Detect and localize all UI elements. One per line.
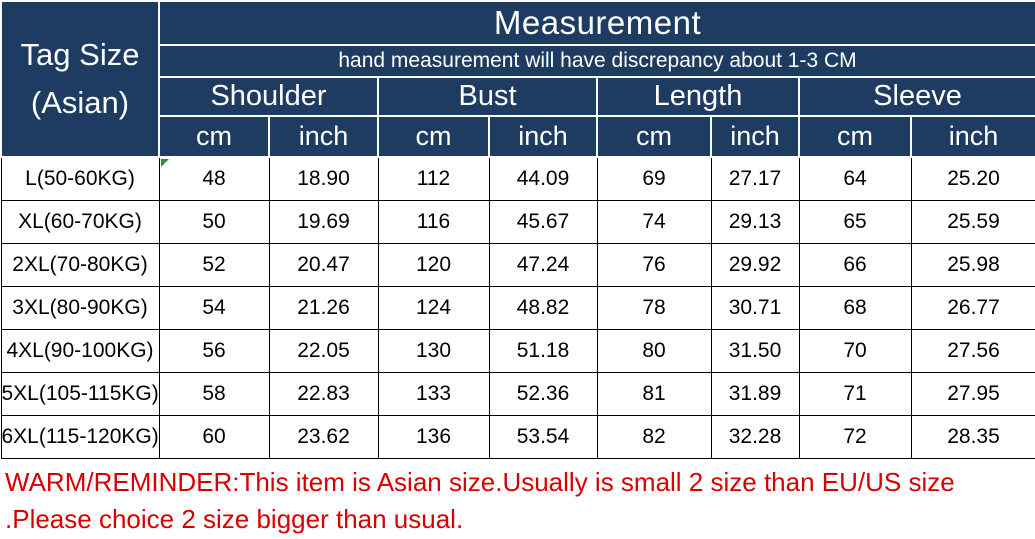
measurement-cell: 76 <box>596 243 712 287</box>
measurement-cell: 21.26 <box>268 286 379 330</box>
table-row: 2XL(70-80KG) 52 20.47 120 47.24 76 29.92 66 25.9… <box>0 243 1035 287</box>
size-warning-note: WARM/REMINDER:This item is Asian size.Us… <box>0 459 1035 538</box>
measurement-title: Measurement <box>157 0 1035 46</box>
tag-size-line1: Tag Size <box>20 37 140 72</box>
measurement-cell: 58 <box>158 372 270 416</box>
measurement-cell: 130 <box>377 329 490 373</box>
measurement-cell: 48.82 <box>488 286 598 330</box>
unit-header: cm <box>596 115 712 158</box>
excel-corner-marker-icon <box>160 159 169 167</box>
measurement-cell: 48 <box>158 156 270 201</box>
size-label: 2XL(70-80KG) <box>0 243 160 287</box>
size-label: 4XL(90-100KG) <box>0 329 160 373</box>
measurement-cell: 27.95 <box>910 372 1035 416</box>
measurement-cell: 56 <box>158 329 270 373</box>
title-row: Tag Size (Asian) Measurement <box>0 0 1035 158</box>
measurement-cell: 31.50 <box>710 329 800 373</box>
unit-header: cm <box>158 115 270 158</box>
tag-size-header: Tag Size (Asian) <box>0 0 160 158</box>
subtitle-row: hand measurement will have discrepancy a… <box>1 44 1035 78</box>
measurement-cell: 112 <box>377 156 490 201</box>
measurement-cell: 25.59 <box>910 200 1035 244</box>
measurement-cell: 51.18 <box>488 329 598 373</box>
measurement-cell: 81 <box>596 372 712 416</box>
measurement-cell: 133 <box>377 372 490 416</box>
measurement-cell: 80 <box>596 329 712 373</box>
unit-header: inch <box>710 115 800 158</box>
warning-line-2: .Please choice 2 size bigger than usual. <box>5 504 464 534</box>
measurement-cell: 25.98 <box>910 243 1035 287</box>
measurement-cell: 69 <box>596 156 712 201</box>
measurement-cell: 124 <box>377 286 490 330</box>
measurement-cell: 65 <box>798 200 912 244</box>
measurement-cell: 74 <box>596 200 712 244</box>
measurement-cell: 47.24 <box>488 243 598 287</box>
group-header-shoulder: Shoulder <box>158 76 379 117</box>
measurement-cell: 32.28 <box>710 415 800 459</box>
table-row: 5XL(105-115KG) 58 22.83 133 52.36 81 31.89 71 27… <box>0 372 1035 416</box>
measurement-cell: 116 <box>377 200 490 244</box>
table-row: 4XL(90-100KG) 56 22.05 130 51.18 80 31.50 70 27.… <box>0 329 1035 373</box>
measurement-cell: 22.83 <box>268 372 379 416</box>
measurement-cell: 52 <box>158 243 270 287</box>
measurement-cell: 78 <box>596 286 712 330</box>
measurement-cell: 53.54 <box>488 415 598 459</box>
table-row: L(50-60KG) 48 18.90 112 44.09 69 27.17 64 25.20 <box>0 156 1035 201</box>
measurement-cell: 31.89 <box>710 372 800 416</box>
measurement-cell: 82 <box>596 415 712 459</box>
unit-header: inch <box>909 115 1035 158</box>
size-label: 3XL(80-90KG) <box>0 286 160 330</box>
measurement-cell: 27.56 <box>910 329 1035 373</box>
measurement-cell: 20.47 <box>268 243 379 287</box>
measurement-cell: 64 <box>798 156 912 201</box>
measurement-cell: 66 <box>798 243 912 287</box>
size-label: 5XL(105-115KG) <box>0 372 160 416</box>
group-header-bust: Bust <box>377 76 598 117</box>
tag-size-line2: (Asian) <box>30 85 130 120</box>
measurement-cell: 18.90 <box>268 156 379 201</box>
measurement-cell: 19.69 <box>268 200 379 244</box>
measurement-cell: 70 <box>798 329 912 373</box>
unit-header: cm <box>798 115 912 158</box>
measurement-cell: 72 <box>798 415 912 459</box>
measurement-cell: 30.71 <box>710 286 800 330</box>
measurement-cell: 29.13 <box>710 200 800 244</box>
unit-header: cm <box>377 115 490 158</box>
measurement-cell: 52.36 <box>488 372 598 416</box>
table-row: XL(60-70KG) 50 19.69 116 45.67 74 29.13 65 25.59 <box>0 200 1035 244</box>
measurement-cell: 50 <box>158 200 270 244</box>
size-chart-table: Tag Size (Asian) Measurement hand measur… <box>0 0 1035 459</box>
measurement-cell: 28.35 <box>910 415 1035 459</box>
unit-header: inch <box>268 115 379 158</box>
measurement-cell: 22.05 <box>268 329 379 373</box>
measurement-cell: 136 <box>377 415 490 459</box>
measurement-cell: 29.92 <box>710 243 800 287</box>
measurement-cell: 60 <box>158 415 270 459</box>
size-label: 6XL(115-120KG) <box>0 415 160 459</box>
warning-line-1: WARM/REMINDER:This item is Asian size.Us… <box>5 467 955 497</box>
measurement-cell: 23.62 <box>268 415 379 459</box>
measurement-cell: 71 <box>798 372 912 416</box>
measurement-cell: 68 <box>798 286 912 330</box>
measurement-cell: 120 <box>377 243 490 287</box>
size-table-body: L(50-60KG) 48 18.90 112 44.09 69 27.17 64 25.20 X… <box>0 156 1035 459</box>
unit-header-row: cm inch cm inch cm inch cm inch <box>1 115 1035 158</box>
group-header-sleeve: Sleeve <box>797 76 1035 117</box>
group-header-length: Length <box>596 76 800 117</box>
table-row: 6XL(115-120KG) 60 23.62 136 53.54 82 32.28 72 28… <box>0 415 1035 459</box>
measurement-subtitle: hand measurement will have discrepancy a… <box>157 44 1035 78</box>
measurement-cell: 44.09 <box>488 156 598 201</box>
table-row: 3XL(80-90KG) 54 21.26 124 48.82 78 30.71 68 26.7… <box>0 286 1035 330</box>
measurement-cell: 25.20 <box>910 156 1035 201</box>
unit-header: inch <box>488 115 598 158</box>
measurement-cell: 45.67 <box>488 200 598 244</box>
measurement-cell: 27.17 <box>710 156 800 201</box>
measurement-cell: 26.77 <box>910 286 1035 330</box>
size-label: L(50-60KG) <box>0 156 160 201</box>
group-header-row: Shoulder Bust Length Sleeve <box>1 76 1035 117</box>
measurement-cell: 54 <box>158 286 270 330</box>
size-label: XL(60-70KG) <box>0 200 160 244</box>
